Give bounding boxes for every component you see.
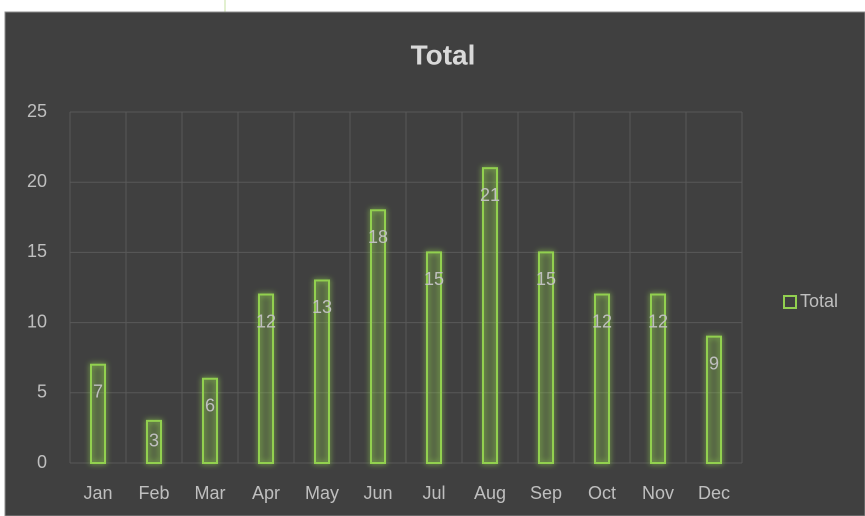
y-tick-label: 25: [27, 101, 47, 121]
y-tick-label: 15: [27, 241, 47, 261]
x-tick-label: Nov: [642, 483, 674, 503]
bar: [146, 419, 162, 465]
data-label: 15: [536, 269, 556, 289]
bar: [314, 279, 330, 465]
bar: [706, 335, 722, 465]
y-tick-label: 20: [27, 171, 47, 191]
bar: [538, 251, 554, 464]
x-tick-label: Jun: [363, 483, 392, 503]
bar: [594, 293, 610, 464]
x-tick-label: Jul: [422, 483, 445, 503]
x-tick-label: Dec: [698, 483, 730, 503]
data-label: 9: [709, 353, 719, 373]
legend-label: Total: [800, 291, 838, 311]
legend-marker: [783, 295, 797, 309]
bar: [90, 363, 106, 464]
data-label: 7: [93, 381, 103, 401]
y-tick-label: 0: [37, 452, 47, 472]
x-tick-label: Oct: [588, 483, 616, 503]
x-tick-label: Aug: [474, 483, 506, 503]
bar: [426, 251, 442, 464]
bar: [482, 167, 498, 464]
x-tick-label: Sep: [530, 483, 562, 503]
y-tick-label: 10: [27, 311, 47, 331]
data-label: 18: [368, 227, 388, 247]
data-label: 21: [480, 185, 500, 205]
x-tick-label: Feb: [138, 483, 169, 503]
x-tick-label: May: [305, 483, 339, 503]
data-label: 12: [256, 311, 276, 331]
bar: [258, 293, 274, 464]
bar: [370, 209, 386, 464]
x-tick-label: Mar: [195, 483, 226, 503]
data-label: 12: [648, 311, 668, 331]
data-label: 13: [312, 297, 332, 317]
data-label: 15: [424, 269, 444, 289]
y-tick-label: 5: [37, 382, 47, 402]
data-label: 12: [592, 311, 612, 331]
data-label: 6: [205, 396, 215, 416]
x-tick-label: Jan: [83, 483, 112, 503]
data-label: 3: [149, 431, 159, 451]
bar: [650, 293, 666, 464]
chart-title: Total: [411, 39, 476, 70]
bar: [202, 377, 218, 465]
x-tick-label: Apr: [252, 483, 280, 503]
